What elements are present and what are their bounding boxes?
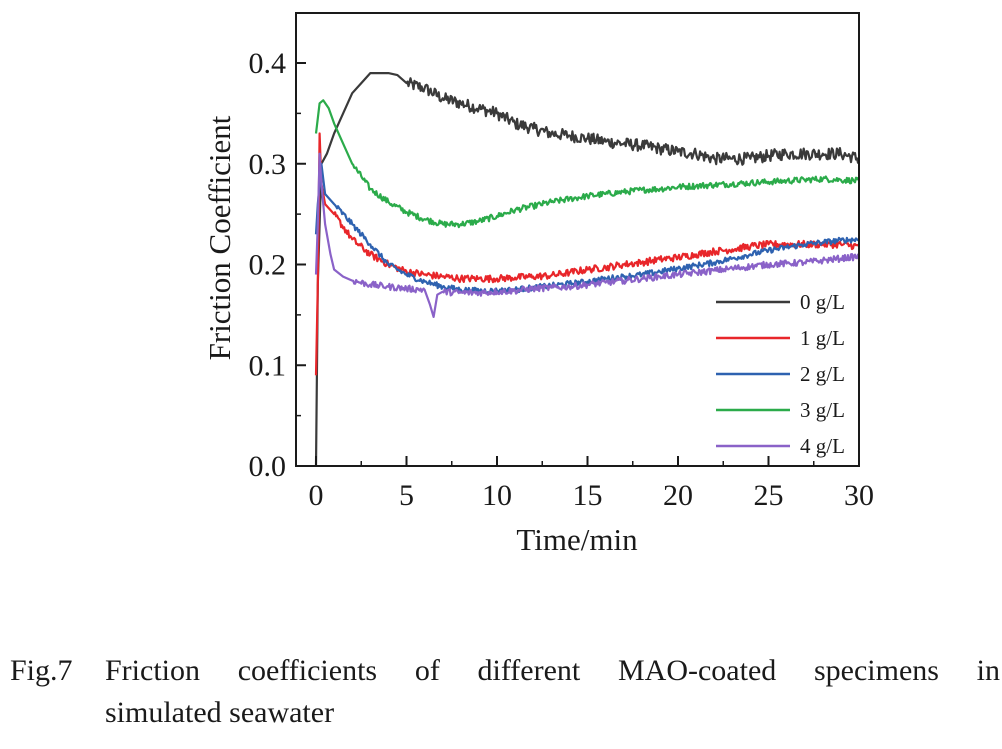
series-layer [314, 72, 861, 467]
figure-caption: Fig.7 Friction coefficients of different… [10, 650, 1000, 734]
y-tick-label: 0.2 [249, 249, 287, 282]
y-axis-title: Friction Coefficient [202, 115, 237, 360]
plot-frame [295, 12, 860, 467]
friction-coefficient-chart: 0 5 10 15 20 25 30 0.0 0.1 0.2 0.3 0.4 Time/min Fri… [202, 12, 875, 557]
caption-line-1: Friction coefficients of different MAO-c… [105, 654, 1000, 687]
series-line-0 [314, 72, 861, 467]
y-tick-label: 0.3 [249, 148, 287, 181]
caption-line-2: simulated seawater [105, 696, 335, 729]
legend-label: 4 g/L [800, 434, 845, 458]
x-tick-label: 0 [309, 479, 324, 512]
y-tick-label: 0.4 [249, 47, 287, 80]
figure-number: Fig.7 [10, 654, 73, 687]
legend-label: 2 g/L [800, 362, 845, 386]
legend-label: 1 g/L [800, 326, 845, 350]
y-tick-label: 0.0 [249, 450, 287, 483]
x-tick-label: 25 [754, 479, 784, 512]
x-tick-label: 20 [663, 479, 693, 512]
legend: 0 g/L 1 g/L 2 g/L 3 g/L 4 g/L [716, 290, 845, 458]
x-tick-label: 10 [482, 479, 512, 512]
series-line-4 [314, 152, 860, 318]
ticks-layer: 0 5 10 15 20 25 30 0.0 0.1 0.2 0.3 0.4 [249, 47, 875, 512]
series-line-3 [314, 99, 861, 229]
x-axis-title: Time/min [516, 522, 638, 557]
y-tick-label: 0.1 [249, 349, 287, 382]
x-tick-label: 15 [573, 479, 603, 512]
series-line-1 [314, 132, 860, 376]
x-tick-label: 30 [844, 479, 874, 512]
legend-label: 0 g/L [800, 290, 845, 314]
legend-label: 3 g/L [800, 398, 845, 422]
series-line-2 [314, 162, 860, 295]
x-tick-label: 5 [399, 479, 414, 512]
